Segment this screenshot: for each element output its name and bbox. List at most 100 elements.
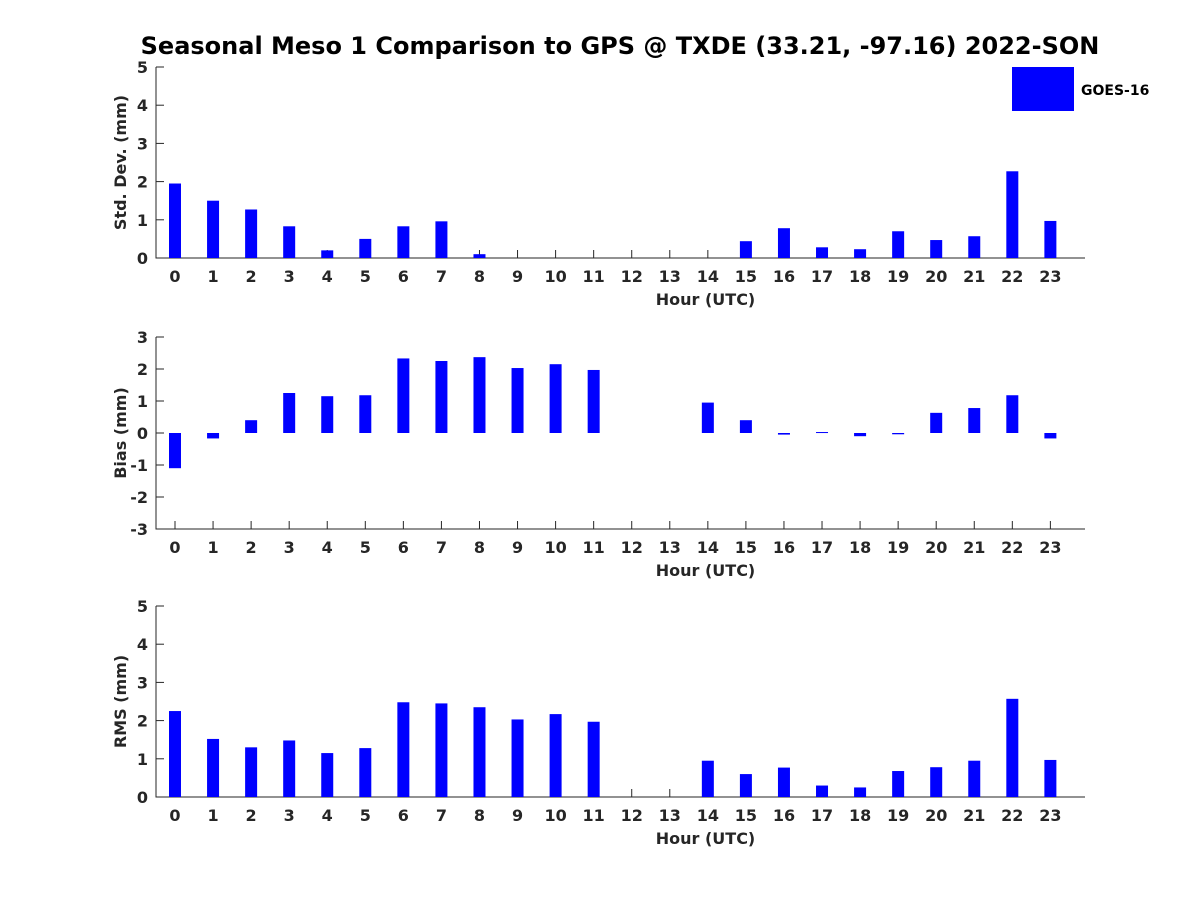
x-tick-label-std-16: 16 <box>773 267 795 286</box>
x-tick-label-bias-19: 19 <box>887 538 909 557</box>
y-tick-label-bias-1: -2 <box>130 488 148 507</box>
bar-std-7 <box>435 221 448 258</box>
x-tick-label-bias-13: 13 <box>659 538 681 557</box>
bar-rms-9 <box>511 719 524 797</box>
x-tick-label-bias-23: 23 <box>1039 538 1061 557</box>
bar-bias-11 <box>587 369 600 433</box>
y-tick-label-std-5: 5 <box>137 58 148 77</box>
x-tick-label-bias-0: 0 <box>169 538 180 557</box>
bar-rms-6 <box>397 702 410 797</box>
x-tick-label-rms-19: 19 <box>887 806 909 825</box>
x-tick-label-std-22: 22 <box>1001 267 1023 286</box>
y-tick-label-std-1: 1 <box>137 211 148 230</box>
bar-bias-16 <box>777 433 790 435</box>
x-tick-label-std-9: 9 <box>512 267 523 286</box>
x-tick-label-rms-1: 1 <box>207 806 218 825</box>
bar-rms-10 <box>549 714 562 797</box>
x-tick-label-bias-7: 7 <box>436 538 447 557</box>
x-tick-label-std-18: 18 <box>849 267 871 286</box>
y-tick-label-bias-3: 0 <box>137 424 148 443</box>
x-tick-label-bias-11: 11 <box>583 538 605 557</box>
y-tick-label-rms-2: 2 <box>137 712 148 731</box>
y-axis-label-rms: RMS (mm) <box>111 655 130 748</box>
x-tick-label-bias-12: 12 <box>621 538 643 557</box>
x-tick-label-rms-9: 9 <box>512 806 523 825</box>
y-axis-label-bias: Bias (mm) <box>111 387 130 479</box>
x-tick-label-std-23: 23 <box>1039 267 1061 286</box>
bar-bias-2 <box>245 420 258 433</box>
bar-bias-1 <box>207 433 220 439</box>
x-tick-label-rms-22: 22 <box>1001 806 1023 825</box>
x-tick-label-rms-4: 4 <box>322 806 333 825</box>
bar-bias-5 <box>359 395 372 433</box>
x-tick-label-bias-10: 10 <box>544 538 566 557</box>
x-tick-label-rms-10: 10 <box>544 806 566 825</box>
x-tick-label-rms-2: 2 <box>246 806 257 825</box>
legend-label: GOES-16 <box>1081 83 1149 99</box>
legend-swatch <box>1012 67 1074 111</box>
bar-bias-7 <box>435 361 448 433</box>
bar-rms-20 <box>930 767 943 797</box>
x-tick-label-std-3: 3 <box>284 267 295 286</box>
x-tick-label-std-12: 12 <box>621 267 643 286</box>
bar-rms-21 <box>968 760 981 797</box>
x-tick-label-rms-23: 23 <box>1039 806 1061 825</box>
x-tick-label-std-10: 10 <box>544 267 566 286</box>
bar-rms-2 <box>245 747 258 797</box>
bar-rms-15 <box>739 774 752 797</box>
bar-rms-16 <box>777 767 790 797</box>
bar-rms-22 <box>1006 698 1019 797</box>
bar-std-23 <box>1044 220 1057 258</box>
x-axis-label-bias: Hour (UTC) <box>656 561 756 580</box>
bar-rms-4 <box>321 753 334 797</box>
x-tick-label-std-17: 17 <box>811 267 833 286</box>
y-tick-label-rms-0: 0 <box>137 788 148 807</box>
bar-std-2 <box>245 209 258 258</box>
bar-std-1 <box>207 200 220 258</box>
x-tick-label-std-5: 5 <box>360 267 371 286</box>
bar-std-18 <box>854 249 867 258</box>
x-tick-label-rms-0: 0 <box>169 806 180 825</box>
bar-std-22 <box>1006 171 1019 258</box>
x-tick-label-rms-5: 5 <box>360 806 371 825</box>
y-tick-label-std-0: 0 <box>137 249 148 268</box>
bar-rms-18 <box>854 787 867 797</box>
y-tick-label-rms-5: 5 <box>137 597 148 616</box>
x-tick-label-bias-1: 1 <box>207 538 218 557</box>
x-tick-label-std-8: 8 <box>474 267 485 286</box>
x-tick-label-bias-18: 18 <box>849 538 871 557</box>
x-tick-label-std-21: 21 <box>963 267 985 286</box>
axes-rms <box>155 606 1085 798</box>
bar-bias-3 <box>283 393 296 433</box>
x-tick-label-std-13: 13 <box>659 267 681 286</box>
bar-rms-17 <box>816 785 829 797</box>
x-axis-label-rms: Hour (UTC) <box>656 829 756 848</box>
y-tick-label-std-3: 3 <box>137 134 148 153</box>
bar-rms-19 <box>892 771 905 797</box>
bar-bias-19 <box>892 433 905 435</box>
x-tick-label-std-7: 7 <box>436 267 447 286</box>
x-tick-label-bias-20: 20 <box>925 538 947 557</box>
bar-bias-20 <box>930 412 943 433</box>
x-tick-label-std-6: 6 <box>398 267 409 286</box>
x-tick-label-rms-18: 18 <box>849 806 871 825</box>
bar-std-3 <box>283 226 296 258</box>
y-tick-label-bias-6: 3 <box>137 328 148 347</box>
bar-bias-0 <box>169 433 181 469</box>
x-tick-label-rms-13: 13 <box>659 806 681 825</box>
bar-bias-10 <box>549 364 562 433</box>
bar-std-21 <box>968 236 981 258</box>
chart-title: Seasonal Meso 1 Comparison to GPS @ TXDE… <box>141 32 1100 60</box>
bar-std-0 <box>169 183 181 258</box>
x-tick-label-std-0: 0 <box>169 267 180 286</box>
y-tick-label-std-4: 4 <box>137 96 148 115</box>
y-tick-label-bias-2: -1 <box>130 456 148 475</box>
x-tick-label-rms-12: 12 <box>621 806 643 825</box>
x-tick-label-rms-7: 7 <box>436 806 447 825</box>
bar-rms-11 <box>587 721 600 797</box>
bar-rms-1 <box>207 738 220 797</box>
x-tick-label-rms-16: 16 <box>773 806 795 825</box>
x-tick-label-std-1: 1 <box>207 267 218 286</box>
